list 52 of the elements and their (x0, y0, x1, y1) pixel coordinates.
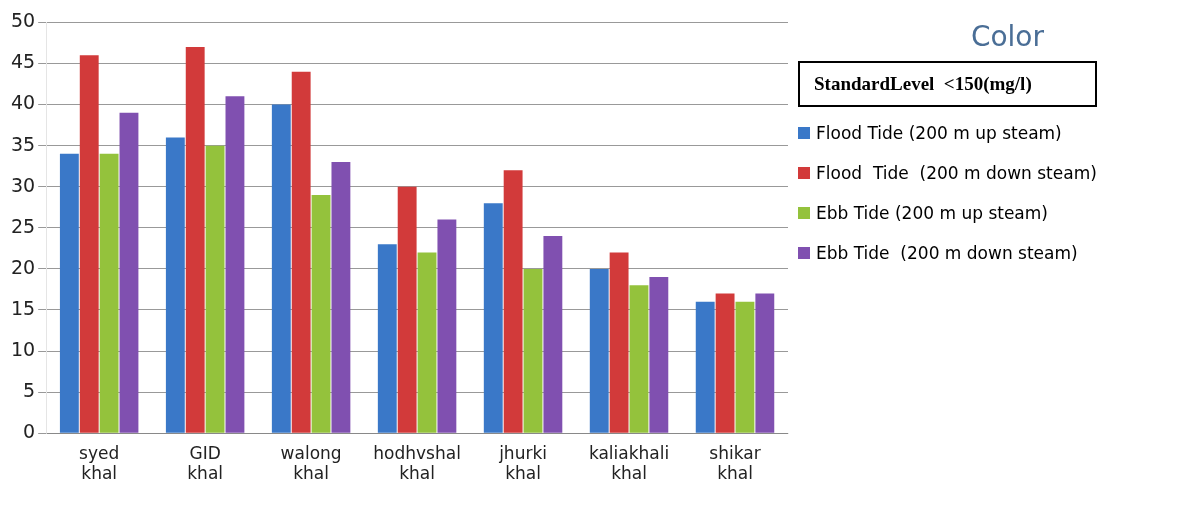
y-tick-label: 40 (10, 91, 36, 114)
bar (543, 236, 563, 433)
y-tick-label: 50 (10, 9, 36, 32)
y-tick-label: 15 (10, 296, 36, 319)
bar (715, 293, 735, 433)
bar (629, 285, 649, 433)
bar (755, 293, 775, 433)
x-tick-label: walong khal (280, 442, 342, 484)
y-tick-label: 0 (23, 420, 36, 443)
bar (377, 244, 397, 433)
bar (695, 301, 715, 433)
x-tick-label: hodhvshal khal (373, 442, 461, 484)
bar (331, 162, 351, 433)
x-tick-label: GID khal (187, 442, 224, 484)
bar (79, 55, 99, 433)
bar (523, 268, 543, 433)
bar (59, 153, 79, 433)
bar (503, 170, 523, 433)
bar (165, 137, 185, 433)
bar (271, 104, 291, 433)
y-tick-label: 20 (10, 255, 36, 278)
bar (437, 219, 457, 433)
y-tick-label: 10 (10, 337, 36, 360)
bar (417, 252, 437, 433)
bar (649, 277, 669, 433)
legend-label: Flood Tide (200 m up steam) (816, 123, 1062, 143)
bar (483, 203, 503, 433)
bar (291, 71, 311, 433)
x-tick-label: kaliakhali khal (588, 442, 670, 484)
x-tick-label: shikar khal (709, 442, 761, 484)
text: StandardLevel <150(mg/l) (798, 61, 1097, 107)
legend-label: Ebb Tide (200 m up steam) (816, 203, 1048, 223)
bar (225, 96, 245, 433)
bar (311, 194, 331, 433)
y-tick-label: 35 (10, 132, 36, 155)
y-tick-label: 5 (23, 379, 36, 402)
bar (609, 252, 629, 433)
bar (185, 47, 205, 433)
legend-label: Ebb Tide (200 m down steam) (816, 243, 1078, 263)
legend-title: Color (970, 20, 1044, 53)
bar (119, 112, 139, 433)
y-tick-label: 25 (10, 214, 36, 237)
bar (205, 145, 225, 433)
legend-label: Flood Tide (200 m down steam) (816, 163, 1097, 183)
y-tick-label: 45 (10, 50, 36, 73)
bar (589, 268, 609, 433)
x-tick-label: jhurki khal (498, 442, 547, 484)
bar (397, 186, 417, 433)
bar (735, 301, 755, 433)
y-tick-label: 30 (10, 173, 36, 196)
x-tick-label: syed khal (79, 442, 120, 484)
bar (99, 153, 119, 433)
